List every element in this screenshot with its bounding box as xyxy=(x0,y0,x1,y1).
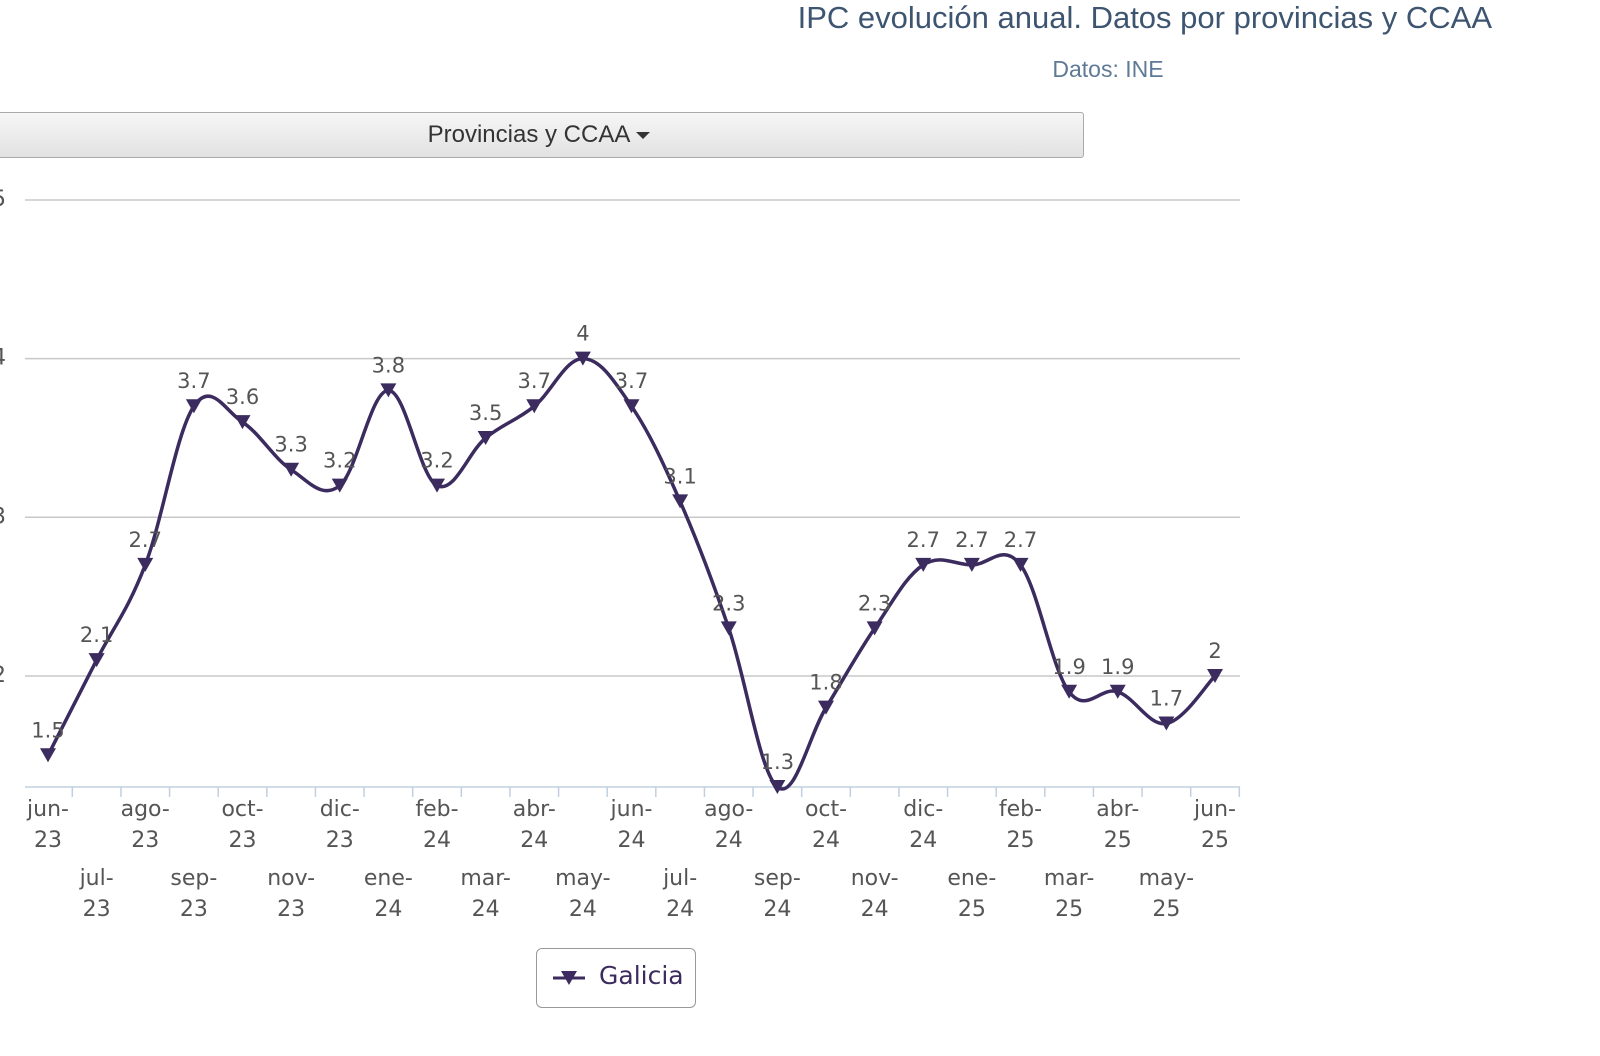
point-marker xyxy=(915,557,932,572)
point-marker xyxy=(88,653,105,668)
point-marker xyxy=(1109,684,1126,699)
data-label: 4 xyxy=(576,322,589,346)
x-tick-label: mar-25 xyxy=(1043,866,1095,922)
data-label: 1.3 xyxy=(761,750,794,774)
x-tick-label: jul-23 xyxy=(79,866,114,922)
x-tick-label: sep-24 xyxy=(753,866,801,922)
data-label: 2.3 xyxy=(858,591,891,615)
y-tick-label: 3 xyxy=(0,504,6,529)
point-marker xyxy=(574,351,591,366)
data-label: 2.7 xyxy=(129,528,162,552)
y-tick-label: 4 xyxy=(0,346,6,371)
data-label: 2.3 xyxy=(712,591,745,615)
data-label: 3.6 xyxy=(226,385,259,409)
selector-label: Provincias y CCAA xyxy=(427,121,631,148)
data-label: 2.1 xyxy=(80,623,113,647)
x-tick-label: oct-23 xyxy=(221,797,264,853)
point-marker xyxy=(137,557,154,572)
y-tick-label: 2 xyxy=(0,663,6,688)
data-label: 3.7 xyxy=(177,369,210,393)
x-tick-label: sep-23 xyxy=(170,866,218,922)
point-marker xyxy=(234,415,251,430)
point-marker xyxy=(380,383,397,398)
y-tick-label: 5 xyxy=(0,187,6,212)
x-tick-label: abr-25 xyxy=(1096,797,1140,853)
legend[interactable]: Galicia xyxy=(536,948,696,1008)
data-label: 3.2 xyxy=(420,449,453,473)
point-marker xyxy=(1158,716,1175,731)
point-marker xyxy=(963,557,980,572)
chart-title: IPC evolución anual. Datos por provincia… xyxy=(797,0,1492,35)
data-label: 3.3 xyxy=(274,433,307,457)
x-tick-label: jun-24 xyxy=(610,797,653,853)
x-tick-label: ene-25 xyxy=(947,866,997,922)
data-label: 3.8 xyxy=(372,353,405,377)
point-marker xyxy=(1061,684,1078,699)
x-tick-label: dic-23 xyxy=(319,797,360,853)
point-marker xyxy=(526,399,543,414)
x-tick-label: dic-24 xyxy=(903,797,944,853)
data-label: 3.2 xyxy=(323,449,356,473)
selector-button[interactable]: Provincias y CCAA xyxy=(0,112,1084,158)
point-marker xyxy=(623,399,640,414)
x-tick-label: ago-23 xyxy=(120,797,170,853)
x-tick-label: may-25 xyxy=(1138,866,1195,922)
series-line xyxy=(46,356,1217,791)
x-tick-label: may-24 xyxy=(555,866,611,922)
x-tick-label: feb-24 xyxy=(415,797,459,853)
x-tick-label: abr-24 xyxy=(512,797,556,853)
caret xyxy=(636,132,651,140)
data-label: 1.7 xyxy=(1150,687,1183,711)
point-marker xyxy=(185,399,202,414)
point-marker xyxy=(818,700,834,715)
data-label: 3.7 xyxy=(615,369,648,393)
data-label: 1.9 xyxy=(1101,655,1134,679)
data-label: 1.5 xyxy=(31,718,64,742)
point-marker xyxy=(477,430,494,445)
x-tick-label: nov-24 xyxy=(850,866,899,922)
data-label: 1.9 xyxy=(1052,655,1085,679)
data-label: 2.7 xyxy=(955,528,988,552)
data-label: 1.8 xyxy=(809,671,842,695)
x-tick-label: jun-23 xyxy=(27,797,69,853)
x-tick-label: ene-24 xyxy=(363,866,413,922)
data-label: 3.1 xyxy=(663,464,696,488)
point-marker xyxy=(283,462,300,477)
x-tick-label: jun-25 xyxy=(1194,797,1236,853)
x-tick-label: nov-23 xyxy=(267,866,316,922)
point-marker xyxy=(1012,557,1029,572)
data-label: 3.5 xyxy=(469,401,502,425)
data-label: 2.7 xyxy=(907,528,940,552)
x-tick-label: ago-24 xyxy=(704,797,754,853)
legend-symbol xyxy=(553,971,585,985)
point-marker xyxy=(672,494,689,509)
chart-subtitle: Datos: INE xyxy=(1052,56,1164,82)
point-marker xyxy=(769,780,786,794)
point-marker xyxy=(429,478,445,493)
point-marker xyxy=(720,621,737,636)
legend-marker xyxy=(561,971,577,985)
x-tick-label: oct-24 xyxy=(804,797,848,853)
point-marker xyxy=(331,478,348,493)
point-marker xyxy=(1207,668,1223,683)
x-tick-label: jul-24 xyxy=(663,866,698,922)
data-label: 3.7 xyxy=(518,369,551,393)
x-tick-label: mar-24 xyxy=(460,866,511,922)
point-marker xyxy=(866,621,883,636)
legend-label: Galicia xyxy=(599,961,684,990)
data-label: 2.7 xyxy=(1004,528,1037,552)
x-tick-label: feb-25 xyxy=(998,797,1043,853)
data-label: 2 xyxy=(1208,639,1221,663)
point-marker xyxy=(40,748,56,763)
